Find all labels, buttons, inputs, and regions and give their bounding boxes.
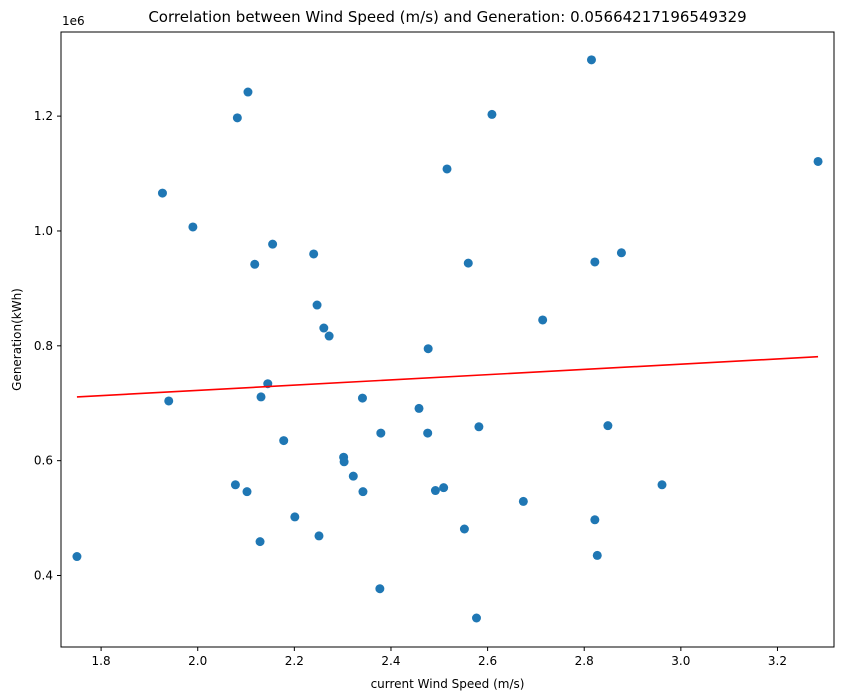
x-tick-label: 2.0	[188, 654, 207, 668]
data-point	[242, 487, 252, 497]
data-point	[243, 87, 253, 97]
plot-area-frame	[60, 31, 835, 648]
data-point	[463, 258, 473, 268]
data-point	[474, 422, 484, 432]
data-point	[471, 613, 481, 623]
data-point	[255, 537, 265, 547]
data-point	[375, 584, 385, 594]
data-point	[538, 315, 548, 325]
y-axis-label: Generation(kWh)	[10, 288, 24, 391]
data-point	[290, 512, 300, 522]
data-point	[339, 457, 349, 467]
data-point	[376, 428, 386, 438]
data-point	[430, 486, 440, 496]
x-tick-label: 3.2	[768, 654, 787, 668]
data-point	[188, 222, 198, 232]
y-tick-label: 0.8	[34, 339, 53, 353]
data-point	[164, 396, 174, 406]
trend-line	[76, 355, 819, 398]
x-tick-label: 2.2	[285, 654, 304, 668]
y-axis-offset-label: 1e6	[62, 14, 85, 28]
data-point	[518, 496, 528, 506]
data-point	[268, 239, 278, 249]
data-point	[232, 113, 242, 123]
data-point	[157, 188, 167, 198]
data-point	[657, 480, 667, 490]
y-axis-ticks: 0.4 0.6 0.8 1.0 1.2	[34, 109, 61, 583]
y-tick-label: 1.0	[34, 224, 53, 238]
data-point	[230, 480, 240, 490]
data-point	[309, 249, 319, 259]
data-point	[439, 483, 449, 493]
data-point	[324, 331, 334, 341]
data-point	[256, 392, 266, 402]
data-point	[348, 471, 358, 481]
data-point	[358, 487, 368, 497]
data-point	[487, 109, 497, 119]
data-point	[616, 248, 626, 258]
data-point	[414, 403, 424, 413]
data-point	[423, 344, 433, 354]
x-tick-label: 2.6	[478, 654, 497, 668]
data-point	[312, 300, 322, 310]
x-tick-label: 1.8	[92, 654, 111, 668]
scatter-points	[72, 55, 823, 623]
data-point	[250, 259, 260, 269]
data-point	[357, 393, 367, 403]
data-point	[586, 55, 596, 65]
x-tick-label: 3.0	[671, 654, 690, 668]
x-tick-label: 2.4	[381, 654, 400, 668]
data-point	[319, 323, 329, 333]
data-point	[279, 436, 289, 446]
data-point	[442, 164, 452, 174]
x-axis-label: current Wind Speed (m/s)	[371, 677, 525, 691]
data-point	[423, 428, 433, 438]
data-point	[592, 550, 602, 560]
data-point	[590, 257, 600, 267]
chart-title: Correlation between Wind Speed (m/s) and…	[148, 8, 746, 26]
x-tick-label: 2.8	[575, 654, 594, 668]
data-point	[590, 515, 600, 525]
data-point	[459, 524, 469, 534]
y-tick-label: 0.4	[34, 569, 53, 583]
data-point	[314, 531, 324, 541]
y-tick-label: 1.2	[34, 109, 53, 123]
data-point	[813, 156, 823, 166]
data-point	[72, 552, 82, 562]
y-tick-label: 0.6	[34, 454, 53, 468]
data-point	[603, 421, 613, 431]
x-axis-ticks: 1.8 2.0 2.2 2.4 2.6 2.8 3.0 3.2	[92, 647, 787, 668]
